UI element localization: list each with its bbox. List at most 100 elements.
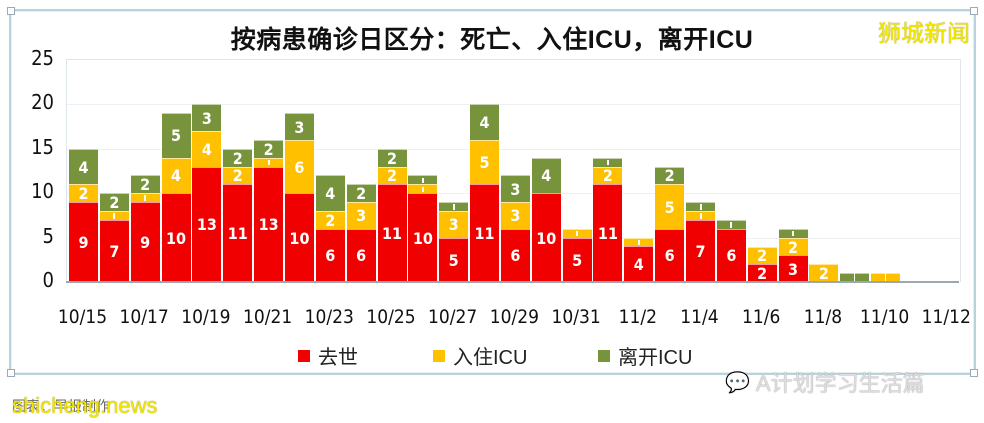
segment-deaths: 6 [315,228,345,282]
segment-icu: 2 [69,184,98,203]
segment-deaths: 5 [562,237,592,282]
bar-10-25[interactable]: 11 2 2 [377,149,407,282]
segment-deaths: 4 [624,246,654,282]
gridline [67,104,960,106]
segment-deaths: 2 [747,264,777,283]
segment-icu [254,157,284,167]
segment-leave: 4 [470,104,500,140]
bar-11-8[interactable]: 2 [809,264,839,283]
legend-label: 离开ICU [618,347,693,369]
bar-10-21[interactable]: 13 2 [254,140,284,282]
segment-deaths: 6 [500,228,530,282]
bar-10-31[interactable]: 5 [562,228,592,282]
resize-handle-tr[interactable] [970,7,978,15]
segment-deaths: 9 [130,202,160,282]
segment-deaths: 13 [192,166,222,282]
segment-leave: 3 [192,104,222,132]
segment-leave: 2 [223,149,253,168]
bar-10-18[interactable]: 10 4 5 [161,113,191,282]
bar-10-26[interactable]: 10 [408,175,438,282]
legend-item-0[interactable]: 去世 [298,341,358,370]
segment-leave: 5 [161,113,191,158]
segment-icu: 2 [593,166,623,185]
segment-leave [408,175,438,185]
resize-handle-br[interactable] [970,369,978,377]
segment-icu: 6 [284,139,314,194]
segment-deaths: 5 [439,237,469,282]
x-axis-line [66,281,959,283]
brand-watermark: 狮城新闻 [878,21,970,47]
segment-deaths: 10 [408,193,438,282]
segment-deaths: 3 [778,255,808,282]
segment-deaths: 11 [377,184,407,282]
segment-icu [686,210,715,220]
x-tick-label: 11/2 [618,306,657,328]
bar-10-19[interactable]: 13 4 3 [192,104,222,282]
segment-leave: 3 [500,175,530,203]
segment-leave [686,202,715,211]
y-tick-label: 15 [31,134,54,159]
y-tick-label: 20 [31,90,54,115]
segment-deaths: 11 [593,184,623,282]
resize-handle-tl[interactable] [7,7,15,15]
legend-label: 去世 [318,347,358,369]
segment-icu [99,210,129,220]
segment-deaths: 6 [716,228,746,282]
bar-11-9[interactable] [840,273,870,282]
legend-item-2[interactable]: 离开ICU [598,341,692,370]
x-tick-label: 10/25 [366,306,416,328]
segment-deaths: 10 [531,193,561,282]
segment-leave: 2 [655,166,685,185]
bar-11-10[interactable] [871,273,901,282]
segment-icu: 2 [315,211,345,230]
segment-icu: 3 [439,210,469,238]
y-tick-label: 5 [42,223,54,248]
bar-11-5[interactable]: 6 [716,219,746,282]
wechat-watermark: 💬 A计划学习生活篇 [725,366,925,398]
segment-icu [871,273,901,282]
y-tick-label: 25 [31,46,54,70]
gridline [67,148,960,150]
bar-10-28[interactable]: 11 5 4 [470,104,500,282]
segment-icu: 5 [470,139,500,185]
segment-leave: 2 [130,175,160,194]
segment-deaths: 13 [254,166,284,282]
x-tick-label: 11/4 [680,306,719,328]
segment-icu [130,193,160,203]
segment-leave [716,219,746,229]
segment-leave [840,273,870,282]
x-tick-label: 11/12 [921,306,971,328]
segment-icu: 4 [192,131,222,167]
bar-11-4[interactable]: 7 [686,202,715,282]
y-tick-label: 10 [31,179,54,204]
segment-leave: 2 [377,149,407,168]
segment-icu [624,237,654,247]
bar-10-20[interactable]: 11 2 2 [223,149,253,282]
legend-item-1[interactable]: 入住ICU [433,341,527,370]
plot-area: 9 2 4 7 2 9 2 10 4 5 13 4 3 11 2 2 13 2 10 6 3 6 2 4 6 3 2 11 2 2 10 5 3… [66,59,961,283]
bar-11-1[interactable]: 11 2 [593,157,623,282]
legend-swatch [433,349,445,362]
resize-handle-bl[interactable] [7,369,15,377]
wechat-icon: 💬 [725,371,750,394]
segment-leave [593,157,623,167]
segment-deaths: 7 [686,219,715,282]
chart-title: 按病患确诊日区分：死亡、入住ICU，离开ICU [230,26,754,54]
bar-10-30[interactable]: 10 4 [531,157,561,282]
x-tick-label: 11/6 [741,306,781,328]
y-tick-label: 0 [42,268,54,292]
bar-10-22[interactable]: 10 6 3 [284,113,314,282]
segment-icu: 2 [377,166,407,185]
segment-icu [408,184,438,194]
bar-11-2[interactable]: 4 [624,237,654,282]
